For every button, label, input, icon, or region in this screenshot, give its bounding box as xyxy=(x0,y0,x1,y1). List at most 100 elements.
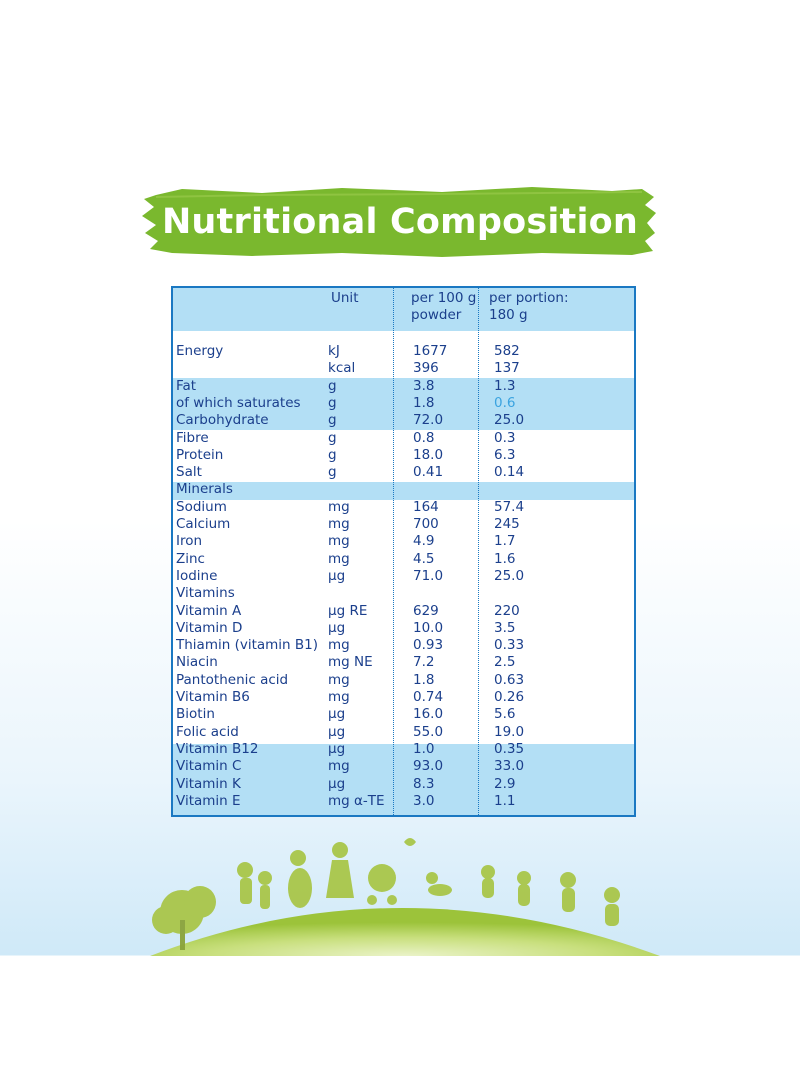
value-per-100g: 18.0 xyxy=(413,446,444,463)
table-row: Biotin µg 16.0 5.6 xyxy=(173,706,634,723)
nutrient-name: Fibre xyxy=(176,429,209,446)
value-per-portion: 0.3 xyxy=(494,429,516,446)
nutrient-name: Fat xyxy=(176,377,197,394)
nutrient-name: Vitamin D xyxy=(176,619,243,636)
nutrient-name: Minerals xyxy=(176,481,233,498)
value-per-portion: 0.14 xyxy=(494,464,525,481)
value-per-100g: 164 xyxy=(413,498,439,515)
value-per-portion: 1.3 xyxy=(494,377,516,394)
table-row: kcal 396 137 xyxy=(173,360,634,377)
value-per-100g: 55.0 xyxy=(413,723,444,740)
header-per100-line2: powder xyxy=(411,307,462,323)
table-row: Niacin mg NE 7.2 2.5 xyxy=(173,654,634,671)
nutrient-unit: mg xyxy=(328,671,350,688)
nutrient-name: Vitamin B12 xyxy=(176,740,259,757)
nutrient-name: Iodine xyxy=(176,567,218,584)
value-per-portion: 5.6 xyxy=(494,706,516,723)
nutrient-unit: mg xyxy=(328,689,350,705)
value-per-portion: 220 xyxy=(494,602,520,619)
fat-carb-band xyxy=(173,378,634,430)
nutrient-name: Salt xyxy=(176,464,202,481)
table-row: Vitamin B12 µg 1.0 0.35 xyxy=(173,741,634,758)
value-per-portion: 582 xyxy=(494,343,520,359)
value-per-portion: 0.6 xyxy=(494,394,516,411)
nutrient-name: Folic acid xyxy=(176,723,239,740)
nutrient-unit: µg xyxy=(328,567,346,584)
nutrient-name: Zinc xyxy=(176,550,205,567)
title-banner: Nutritional Composition xyxy=(142,183,658,261)
nutrient-name: Vitamin C xyxy=(176,758,242,775)
value-per-100g: 1.8 xyxy=(413,394,435,411)
value-per-portion: 25.0 xyxy=(494,567,525,584)
table-row: Iron mg 4.9 1.7 xyxy=(173,533,634,550)
nutrient-unit: µg xyxy=(328,723,346,740)
value-per-portion: 3.5 xyxy=(494,619,516,636)
nutrient-unit: µg xyxy=(328,706,346,723)
table-row: Minerals xyxy=(173,481,634,498)
table-row: Zinc mg 4.5 1.6 xyxy=(173,551,634,568)
value-per-100g: 0.93 xyxy=(413,637,444,654)
nutrient-name: Energy xyxy=(176,343,224,359)
value-per-portion: 25.0 xyxy=(494,412,525,429)
value-per-portion: 1.1 xyxy=(494,792,516,809)
nutrient-name: Vitamins xyxy=(176,585,235,602)
value-per-portion: 137 xyxy=(494,360,520,377)
nutrient-unit: g xyxy=(328,446,337,463)
nutrient-unit: mg α-TE xyxy=(328,792,385,809)
header-portion-line2: 180 g xyxy=(489,307,528,323)
table-row: Iodine µg 71.0 25.0 xyxy=(173,568,634,585)
value-per-100g: 0.41 xyxy=(413,464,444,481)
nutrient-unit: µg xyxy=(328,775,346,792)
nutrient-name: Vitamin K xyxy=(176,775,241,792)
nutrient-name: Sodium xyxy=(176,498,227,515)
nutrient-unit: g xyxy=(328,394,337,411)
table-row: Vitamin E mg α-TE 3.0 1.1 xyxy=(173,793,634,810)
nutrient-name: Vitamin E xyxy=(176,792,241,809)
value-per-100g: 1677 xyxy=(413,343,448,359)
value-per-portion: 57.4 xyxy=(494,498,525,515)
vitamins-band xyxy=(173,744,634,815)
nutrition-table: Unit per 100 g powder per portion: 180 g… xyxy=(171,286,636,817)
value-per-100g: 8.3 xyxy=(413,775,435,792)
value-per-portion: 19.0 xyxy=(494,723,525,740)
value-per-portion: 1.6 xyxy=(494,550,516,567)
hillside-illustration xyxy=(150,838,660,956)
value-per-portion: 1.7 xyxy=(494,533,516,550)
table-row: Folic acid µg 55.0 19.0 xyxy=(173,724,634,741)
nutrient-name: Carbohydrate xyxy=(176,412,269,429)
value-per-100g: 0.8 xyxy=(413,429,435,446)
nutrient-unit: kcal xyxy=(328,360,356,377)
table-row: Thiamin (vitamin B1) mg 0.93 0.33 xyxy=(173,637,634,654)
value-per-100g: 72.0 xyxy=(413,412,444,429)
nutrient-name: Iron xyxy=(176,533,203,550)
table-row: Vitamin B6 mg 0.74 0.26 xyxy=(173,689,634,706)
nutrient-name: Protein xyxy=(176,446,224,463)
nutrient-name: of which saturates xyxy=(176,394,301,411)
header-unit: Unit xyxy=(331,290,359,306)
value-per-100g: 3.8 xyxy=(413,377,435,394)
value-per-portion: 0.26 xyxy=(494,689,525,705)
value-per-portion: 6.3 xyxy=(494,446,516,463)
value-per-100g: 700 xyxy=(413,516,439,532)
table-row: Calcium mg 700 245 xyxy=(173,516,634,533)
value-per-100g: 1.0 xyxy=(413,740,435,757)
table-row: Carbohydrate g 72.0 25.0 xyxy=(173,412,634,429)
value-per-100g: 1.8 xyxy=(413,671,435,688)
nutrient-unit: kJ xyxy=(328,343,340,359)
value-per-100g: 71.0 xyxy=(413,567,444,584)
value-per-100g: 7.2 xyxy=(413,654,435,671)
value-per-portion: 0.33 xyxy=(494,637,525,654)
nutrient-unit: mg xyxy=(328,533,350,550)
brush-stroke-shape xyxy=(142,187,656,257)
header-portion-line1: per portion: xyxy=(489,290,569,306)
nutrient-name: Vitamin A xyxy=(176,602,242,619)
table-row: Salt g 0.41 0.14 xyxy=(173,464,634,481)
table-row: Pantothenic acid mg 1.8 0.63 xyxy=(173,672,634,689)
value-per-100g: 629 xyxy=(413,602,439,619)
value-per-portion: 0.35 xyxy=(494,740,525,757)
page-title: Nutritional Composition xyxy=(161,202,639,242)
nutrient-unit: µg RE xyxy=(328,602,368,619)
nutrient-name: Vitamin B6 xyxy=(176,689,250,705)
value-per-portion: 245 xyxy=(494,516,520,532)
value-per-100g: 16.0 xyxy=(413,706,444,723)
